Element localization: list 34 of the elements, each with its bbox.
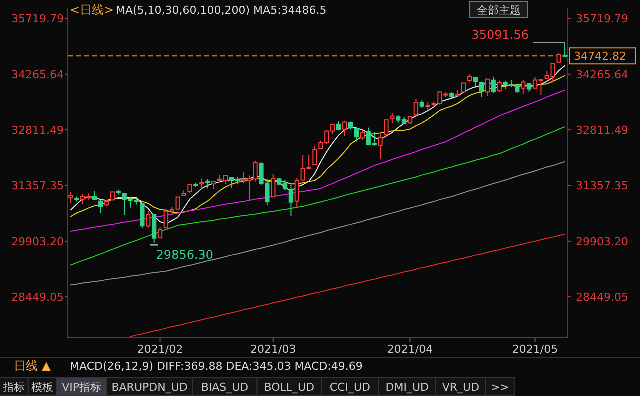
annotation: 指标: [3, 381, 26, 394]
annotation: BOLL_UD: [264, 381, 315, 394]
title: <日线>: [70, 3, 114, 17]
ytick: 35719.79: [12, 12, 64, 26]
y2tick: 28449.05: [576, 291, 628, 304]
annotation: BIAS_UD: [201, 381, 249, 394]
annotation: 35091.56: [472, 28, 530, 42]
ytick: 29903.20: [12, 235, 64, 248]
y2tick: 35719.79: [576, 12, 628, 26]
ytick: 32811.49: [12, 124, 64, 138]
annotation: 模板: [32, 381, 54, 394]
xtick: 2021/03: [250, 343, 296, 356]
xtick: 2021/02: [137, 343, 184, 356]
ytick: 28449.05: [12, 291, 64, 304]
annotation: 全部主题: [477, 4, 521, 17]
annotation: VIP指标: [62, 381, 102, 394]
y2tick: 31357.35: [576, 180, 628, 193]
ytick: 31357.35: [12, 180, 64, 193]
annotation: 日线 ▲: [14, 359, 52, 373]
annotation: >>: [490, 381, 510, 394]
y2tick: 32811.49: [576, 124, 628, 138]
xtick: 2021/04: [387, 343, 434, 356]
annotation: MACD(26,12,9) DIFF:369.88 DEA:345.03 MACD:49.69: [70, 360, 363, 373]
xtick: 2021/05: [512, 343, 558, 356]
ref-label: 34742.82: [574, 50, 626, 64]
y2tick: 29903.20: [576, 235, 628, 248]
annotation: DMI_UD: [386, 381, 430, 394]
subtitle: MA(5,10,30,60,100,200) MA5:34486.5: [116, 4, 327, 17]
annotation: CCI_UD: [330, 381, 371, 394]
ytick: 34265.64: [12, 68, 64, 82]
annotation: 29856.30: [156, 248, 214, 262]
annotation: BARUPDN_UD: [112, 381, 188, 394]
annotation: VR_UD: [442, 381, 480, 394]
y2tick: 34265.64: [576, 68, 628, 82]
